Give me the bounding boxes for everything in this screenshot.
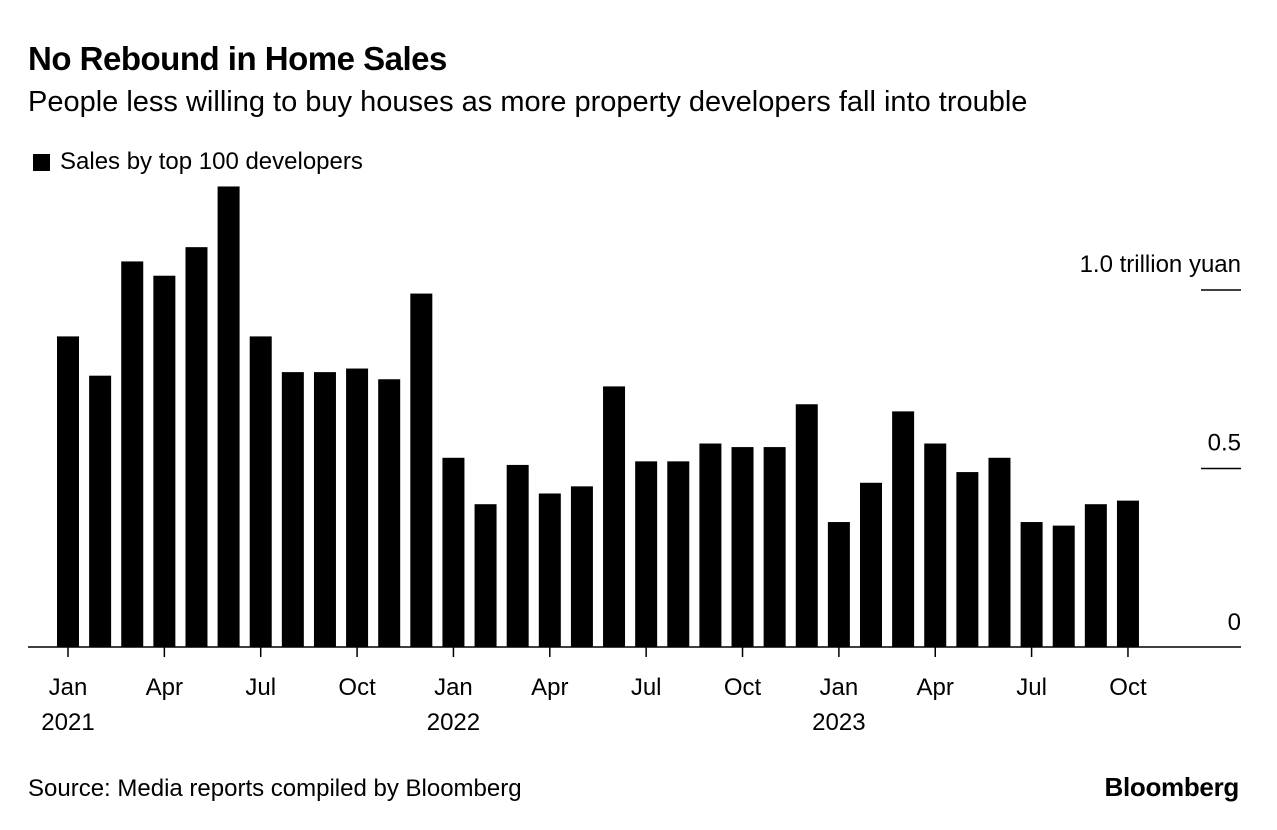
bar-2021-11: [378, 379, 401, 647]
legend: Sales by top 100 developers: [33, 148, 363, 176]
y-tick-label-0: 1.0 trillion yuan: [1080, 251, 1241, 278]
x-tick-label-10: Jul: [1016, 674, 1047, 701]
legend-label: Sales by top 100 developers: [60, 148, 363, 175]
x-tick-label-8: Jan: [820, 674, 859, 701]
bar-2021-10: [346, 368, 369, 647]
bar-2023-07: [1020, 522, 1043, 647]
bar-2022-05: [570, 486, 593, 647]
bar-2022-03: [506, 464, 529, 647]
bar-2021-09: [313, 372, 336, 647]
legend-swatch: [33, 153, 50, 171]
chart-subtitle: People less willing to buy houses as mor…: [28, 86, 1028, 118]
y-tick-label-2: 0: [1228, 609, 1241, 636]
bar-2022-04: [538, 493, 561, 647]
x-tick-label-9: Apr: [917, 674, 954, 701]
x-year-label-4: 2022: [427, 709, 480, 736]
x-tick-label-11: Oct: [1109, 674, 1147, 701]
bar-2022-01: [442, 457, 465, 647]
bar-2022-10: [731, 447, 754, 647]
bar-2021-02: [89, 375, 112, 647]
bar-2022-12: [795, 404, 818, 647]
bar-2022-08: [667, 461, 690, 647]
bar-2022-06: [603, 386, 626, 647]
bar-2023-10: [1116, 500, 1139, 647]
source-note: Source: Media reports compiled by Bloomb…: [28, 775, 522, 802]
bar-2021-03: [121, 261, 144, 647]
x-tick-label-1: Apr: [146, 674, 183, 701]
x-year-label-8: 2023: [812, 709, 865, 736]
bar-2021-05: [185, 247, 208, 647]
bar-2023-02: [860, 482, 882, 647]
x-tick-label-7: Oct: [724, 674, 762, 701]
x-tick-label-6: Jul: [631, 674, 662, 701]
bar-2023-05: [956, 472, 979, 647]
bar-2023-03: [892, 411, 915, 647]
bar-2021-07: [249, 336, 272, 647]
bar-2021-01: [57, 336, 79, 647]
bar-2022-02: [474, 504, 497, 647]
bar-2023-06: [988, 457, 1011, 647]
bar-2023-01: [827, 522, 850, 647]
bar-2021-06: [217, 186, 240, 647]
bar-2022-11: [763, 447, 786, 647]
bar-2021-08: [281, 372, 304, 647]
bar-2023-04: [924, 443, 947, 647]
bar-2021-04: [153, 275, 176, 647]
x-year-label-0: 2021: [41, 709, 94, 736]
chart-title: No Rebound in Home Sales: [28, 40, 447, 77]
x-tick-label-2: Jul: [245, 674, 276, 701]
x-tick-label-3: Oct: [338, 674, 376, 701]
x-tick-label-5: Apr: [531, 674, 568, 701]
bar-2022-07: [635, 461, 658, 647]
bar-2022-09: [699, 443, 722, 647]
x-tick-label-4: Jan: [434, 674, 473, 701]
bar-2021-12: [410, 293, 433, 647]
bar-2023-09: [1084, 504, 1107, 647]
bar-2023-08: [1052, 525, 1075, 647]
bar-chart: 1.0 trillion yuan 0.5 0 Jan 2021 Apr Jul Oct Jan…: [28, 186, 1241, 736]
x-tick-label-0: Jan: [49, 674, 88, 701]
y-tick-label-1: 0.5: [1208, 430, 1241, 457]
bloomberg-logo: Bloomberg: [1104, 772, 1239, 802]
